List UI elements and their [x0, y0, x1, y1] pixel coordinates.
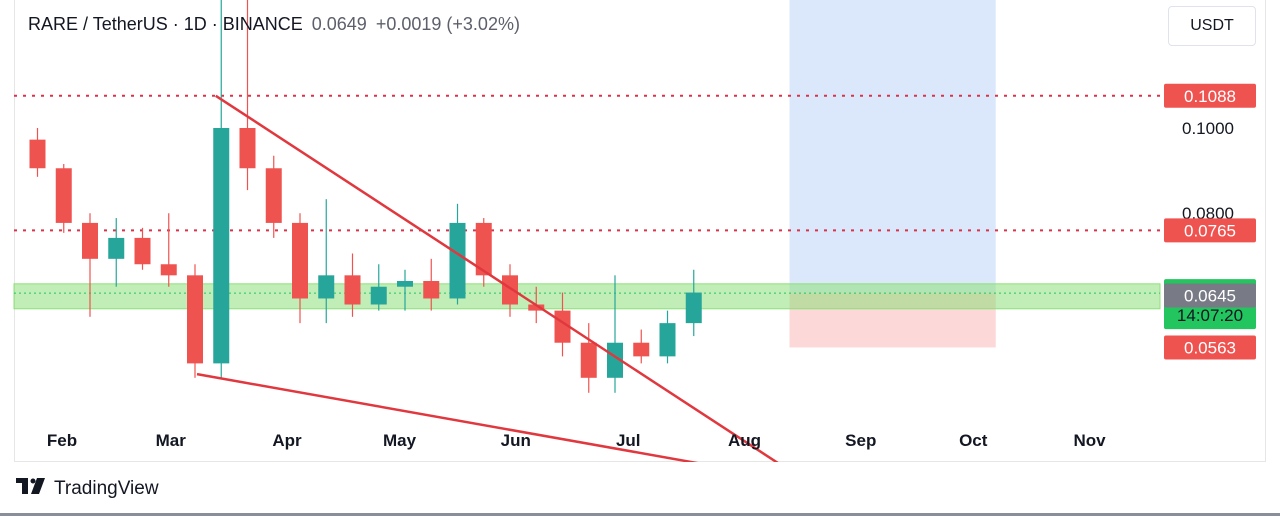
price-badge — [1164, 283, 1256, 308]
x-tick-label: Apr — [272, 431, 302, 450]
x-tick-label: Jul — [616, 431, 641, 450]
candle-body — [318, 275, 335, 299]
target-zone — [789, 0, 996, 294]
price-chart[interactable]: 0.10000.08000.04000.10880.07650.064914:0… — [0, 0, 1280, 462]
price-badge-label: 0.0563 — [1184, 338, 1236, 357]
candle-body — [213, 128, 230, 364]
price-badge-label: 0.0765 — [1184, 221, 1236, 240]
candle-body — [659, 323, 676, 357]
triangle-upper-line — [215, 94, 779, 462]
candle-body — [344, 275, 361, 305]
brand-name: TradingView — [54, 478, 159, 499]
x-tick-label: May — [383, 431, 417, 450]
y-tick-label: 0.1000 — [1182, 119, 1234, 138]
candle-body — [160, 264, 177, 276]
x-tick-label: Oct — [959, 431, 988, 450]
support-zone — [13, 283, 1161, 310]
x-tick-label: Mar — [156, 431, 187, 450]
symbol-name: RARE / TetherUS · 1D · BINANCE — [28, 14, 303, 34]
x-tick-label: Sep — [845, 431, 876, 450]
candle-body — [580, 342, 597, 378]
footer: TradingView — [16, 476, 159, 502]
triangle-lower-line — [196, 372, 699, 462]
tradingview-logo-icon[interactable] — [16, 478, 46, 500]
candle-body — [397, 280, 413, 287]
candle-body — [685, 292, 702, 324]
candle-body — [502, 275, 518, 305]
candle-body — [29, 139, 46, 169]
countdown-label: 14:07:20 — [1177, 306, 1243, 325]
bottom-divider — [0, 513, 1280, 516]
candle-body — [475, 222, 492, 276]
candle-body — [449, 222, 466, 299]
x-tick-label: Jun — [501, 431, 531, 450]
price-badge — [1164, 218, 1256, 243]
price-change: +0.0019 (+3.02%) — [375, 14, 520, 34]
last-price: 0.0649 — [311, 14, 367, 34]
candle-body — [82, 222, 98, 259]
candle-body — [423, 280, 440, 299]
candle-body — [134, 237, 151, 265]
currency-button[interactable]: USDT — [1168, 6, 1256, 46]
symbol-header: RARE / TetherUS · 1D · BINANCE 0.0649 +0… — [28, 14, 520, 35]
price-badge-label: 0.1088 — [1184, 87, 1236, 106]
x-tick-label: Aug — [728, 431, 761, 450]
candle-body — [607, 342, 623, 378]
candle-body — [239, 128, 256, 169]
candle-body — [265, 168, 282, 223]
price-badge — [1164, 83, 1256, 108]
x-tick-label: Nov — [1073, 431, 1106, 450]
candle-body — [55, 168, 72, 223]
candle-body — [370, 286, 387, 305]
candle-body — [187, 275, 203, 364]
candle-body — [633, 342, 650, 357]
candle-body — [528, 304, 545, 311]
price-badge — [1164, 335, 1256, 360]
x-tick-label: Feb — [47, 431, 77, 450]
price-badge-label: 0.0645 — [1184, 287, 1236, 306]
candle-body — [108, 237, 125, 259]
candle-body — [292, 222, 308, 299]
